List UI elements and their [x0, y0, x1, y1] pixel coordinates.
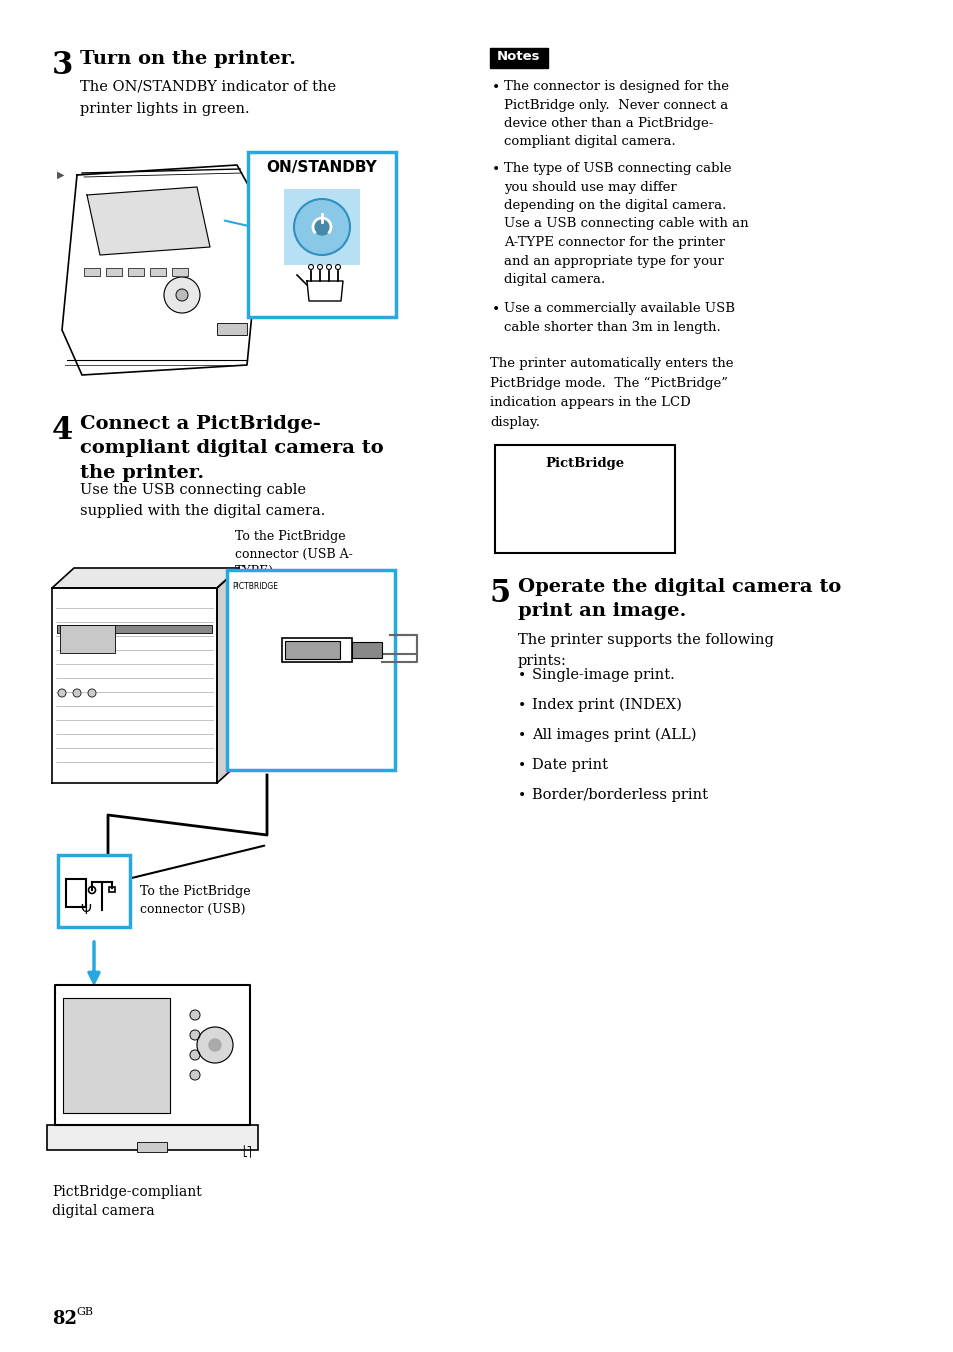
- Text: ON/STANDBY: ON/STANDBY: [266, 160, 377, 174]
- Bar: [57, 625, 212, 633]
- Bar: [128, 268, 144, 276]
- Text: PICTBRIDGE: PICTBRIDGE: [232, 581, 277, 591]
- Bar: [109, 887, 115, 892]
- Bar: [234, 588, 245, 603]
- Text: Use a commercially available USB
cable shorter than 3m in length.: Use a commercially available USB cable s…: [503, 301, 734, 334]
- Text: •: •: [517, 727, 526, 742]
- Circle shape: [314, 219, 330, 235]
- Bar: [172, 268, 188, 276]
- Text: Use the USB connecting cable
supplied with the digital camera.: Use the USB connecting cable supplied wi…: [80, 483, 325, 518]
- Text: 4: 4: [52, 415, 73, 446]
- Text: •: •: [517, 788, 526, 802]
- Circle shape: [190, 1069, 200, 1080]
- Text: The type of USB connecting cable
you should use may differ
depending on the digi: The type of USB connecting cable you sho…: [503, 162, 748, 287]
- Text: •: •: [517, 698, 526, 713]
- Circle shape: [58, 690, 66, 698]
- Bar: [284, 189, 359, 265]
- Text: ⎣⎤: ⎣⎤: [242, 1145, 252, 1157]
- Text: 5: 5: [490, 579, 511, 608]
- Text: Ψ: Ψ: [80, 903, 91, 917]
- Text: Border/borderless print: Border/borderless print: [532, 788, 707, 802]
- Text: All images print (ALL): All images print (ALL): [532, 727, 696, 742]
- Circle shape: [73, 690, 81, 698]
- Text: •: •: [517, 668, 526, 681]
- Polygon shape: [87, 187, 210, 256]
- Text: Notes: Notes: [497, 50, 540, 64]
- Circle shape: [175, 289, 188, 301]
- Circle shape: [88, 690, 96, 698]
- Bar: [248, 151, 395, 316]
- Text: •: •: [517, 758, 526, 772]
- Text: •: •: [492, 80, 499, 95]
- Text: GB: GB: [76, 1307, 92, 1317]
- Text: PictBridge: PictBridge: [545, 457, 624, 470]
- Text: •: •: [492, 301, 499, 316]
- Text: 3: 3: [52, 50, 73, 81]
- Bar: [58, 854, 130, 927]
- Circle shape: [190, 1051, 200, 1060]
- Text: •: •: [492, 162, 499, 176]
- Text: Index print (INDEX): Index print (INDEX): [532, 698, 681, 713]
- Bar: [216, 323, 247, 335]
- Bar: [63, 998, 170, 1113]
- Bar: [495, 445, 675, 553]
- Polygon shape: [52, 588, 216, 783]
- Bar: [47, 1125, 257, 1151]
- Text: PictBridge-compliant
digital camera: PictBridge-compliant digital camera: [52, 1184, 201, 1218]
- Text: Connect a PictBridge-
compliant digital camera to
the printer.: Connect a PictBridge- compliant digital …: [80, 415, 383, 481]
- Circle shape: [294, 199, 350, 256]
- Bar: [352, 642, 381, 658]
- Bar: [285, 641, 339, 658]
- Polygon shape: [62, 165, 262, 375]
- Bar: [137, 1142, 167, 1152]
- Text: To the PictBridge
connector (USB): To the PictBridge connector (USB): [140, 886, 251, 915]
- Polygon shape: [52, 568, 239, 588]
- Bar: [66, 879, 86, 907]
- Polygon shape: [307, 281, 343, 301]
- Circle shape: [196, 1028, 233, 1063]
- Circle shape: [326, 265, 331, 269]
- Text: The connector is designed for the
PictBridge only.  Never connect a
device other: The connector is designed for the PictBr…: [503, 80, 728, 149]
- Circle shape: [209, 1038, 221, 1051]
- Circle shape: [190, 1010, 200, 1019]
- Bar: [227, 571, 395, 771]
- Text: ▶: ▶: [57, 170, 65, 180]
- Text: 82: 82: [52, 1310, 77, 1328]
- Polygon shape: [55, 986, 250, 1125]
- Text: Turn on the printer.: Turn on the printer.: [80, 50, 295, 68]
- Circle shape: [190, 1030, 200, 1040]
- Circle shape: [308, 265, 314, 269]
- Text: To the PictBridge
connector (USB A-
TYPE): To the PictBridge connector (USB A- TYPE…: [234, 530, 353, 579]
- Polygon shape: [216, 568, 239, 783]
- Bar: [84, 268, 100, 276]
- Circle shape: [164, 277, 200, 314]
- Circle shape: [335, 265, 340, 269]
- Bar: [60, 625, 115, 653]
- Text: Single-image print.: Single-image print.: [532, 668, 674, 681]
- Text: Date print: Date print: [532, 758, 607, 772]
- Circle shape: [317, 265, 322, 269]
- Bar: [282, 638, 352, 662]
- Bar: [490, 49, 547, 68]
- Bar: [106, 268, 122, 276]
- Text: The ON/STANDBY indicator of the
printer lights in green.: The ON/STANDBY indicator of the printer …: [80, 80, 335, 116]
- Bar: [150, 268, 166, 276]
- Text: The printer supports the following
prints:: The printer supports the following print…: [517, 633, 773, 668]
- Text: The printer automatically enters the
PictBridge mode.  The “PictBridge”
indicati: The printer automatically enters the Pic…: [490, 357, 733, 429]
- Text: Operate the digital camera to
print an image.: Operate the digital camera to print an i…: [517, 579, 841, 619]
